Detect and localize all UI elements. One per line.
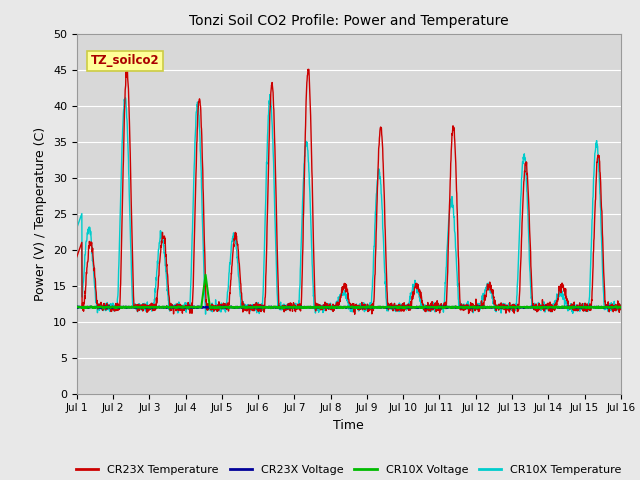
Y-axis label: Power (V) / Temperature (C): Power (V) / Temperature (C) <box>35 127 47 300</box>
X-axis label: Time: Time <box>333 419 364 432</box>
Title: Tonzi Soil CO2 Profile: Power and Temperature: Tonzi Soil CO2 Profile: Power and Temper… <box>189 14 509 28</box>
Text: TZ_soilco2: TZ_soilco2 <box>90 54 159 67</box>
Legend: CR23X Temperature, CR23X Voltage, CR10X Voltage, CR10X Temperature: CR23X Temperature, CR23X Voltage, CR10X … <box>72 460 626 479</box>
